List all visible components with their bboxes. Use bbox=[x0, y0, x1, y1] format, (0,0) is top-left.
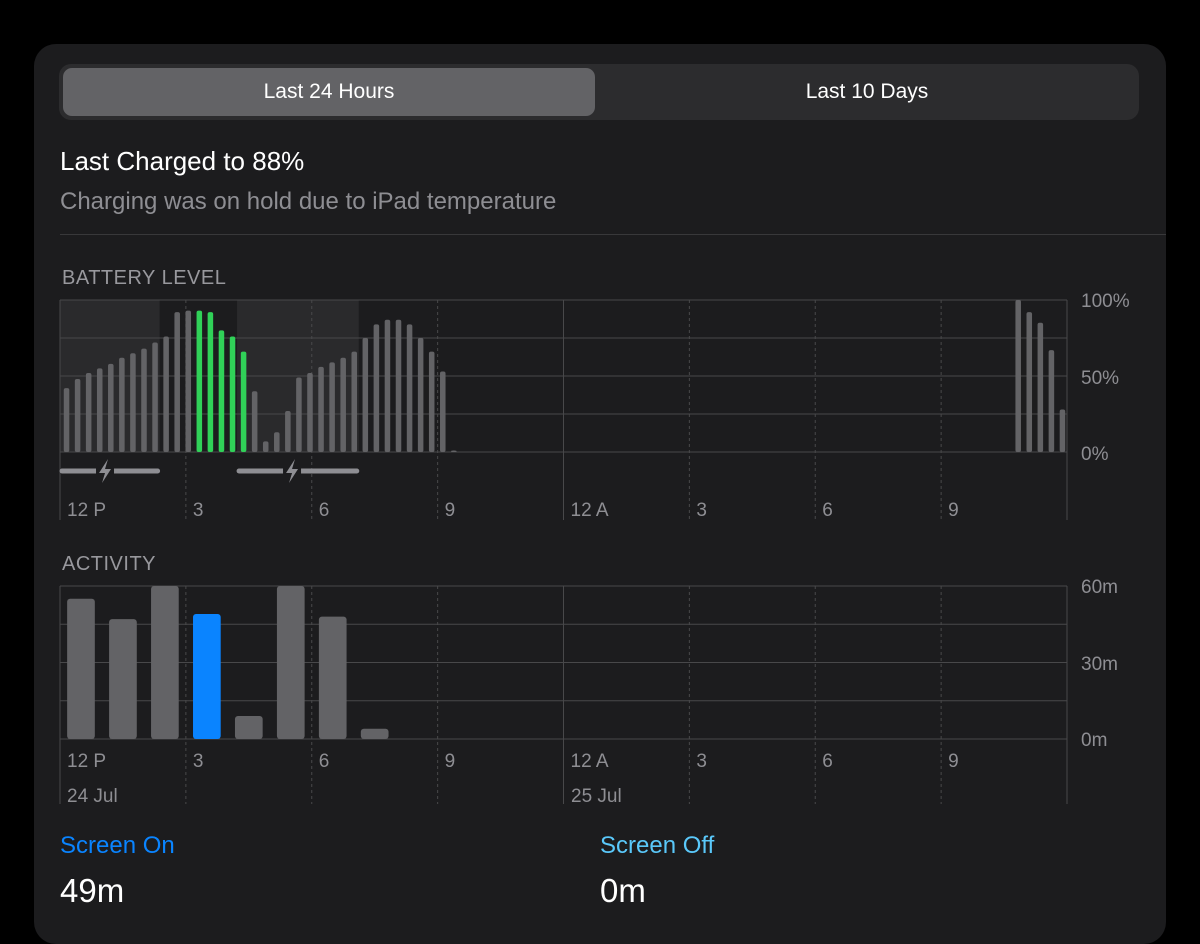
x-tick-label: 12 P bbox=[67, 500, 106, 521]
battery-bar bbox=[163, 336, 169, 452]
activity-x-ticks: 12 P 3 6 9 12 A 3 6 9 bbox=[67, 751, 959, 772]
battery-bar bbox=[274, 432, 280, 452]
battery-bar bbox=[329, 362, 335, 452]
activity-bar bbox=[193, 614, 221, 739]
x-tick-label: 12 A bbox=[571, 751, 609, 772]
battery-bar bbox=[318, 366, 324, 452]
activity-ytick-30m: 30m bbox=[1081, 654, 1118, 675]
battery-bar bbox=[218, 330, 225, 452]
battery-bar bbox=[174, 312, 180, 452]
x-tick-label: 6 bbox=[822, 751, 833, 772]
battery-level-chart: BATTERY LEVEL 100% 50% 0% 12 P 3 6 9 12 A 3 6 9 bbox=[59, 267, 1130, 521]
battery-bar bbox=[351, 351, 358, 452]
battery-bar bbox=[384, 319, 391, 452]
battery-ytick-0: 0% bbox=[1081, 444, 1109, 465]
battery-ytick-100: 100% bbox=[1081, 291, 1130, 312]
activity-bar bbox=[151, 586, 179, 739]
charging-bolt-icon bbox=[286, 459, 299, 483]
battery-bar bbox=[1026, 312, 1033, 452]
last-charged-title: Last Charged to 88% bbox=[60, 146, 305, 176]
charging-bolt-icon bbox=[99, 459, 112, 483]
battery-bar bbox=[229, 336, 236, 452]
activity-grid bbox=[59, 585, 1068, 804]
battery-bar bbox=[373, 324, 380, 452]
battery-bar bbox=[362, 338, 369, 452]
activity-ytick-60m: 60m bbox=[1081, 577, 1118, 598]
x-tick-label: 6 bbox=[319, 500, 330, 521]
battery-bar bbox=[1059, 409, 1066, 452]
screen-on-label: Screen On bbox=[60, 832, 175, 859]
activity-bar bbox=[360, 728, 389, 739]
x-tick-label: 6 bbox=[822, 500, 833, 521]
charts-canvas: BATTERY LEVEL 100% 50% 0% 12 P 3 6 9 12 A 3 6 9… bbox=[59, 267, 1130, 807]
battery-bar bbox=[296, 377, 302, 452]
battery-bar bbox=[1015, 300, 1021, 452]
activity-bar bbox=[67, 598, 95, 739]
tab-last-10-days[interactable]: Last 10 Days bbox=[805, 80, 929, 103]
screen-off-label: Screen Off bbox=[600, 832, 715, 859]
battery-bar bbox=[152, 342, 158, 452]
battery-bar bbox=[395, 319, 402, 452]
x-tick-label: 9 bbox=[948, 751, 959, 772]
battery-bar bbox=[251, 391, 258, 452]
battery-bar bbox=[108, 363, 114, 452]
battery-bar bbox=[85, 372, 92, 452]
screen-off-value: 0m bbox=[600, 872, 646, 909]
activity-ytick-0m: 0m bbox=[1081, 730, 1107, 751]
battery-x-ticks: 12 P 3 6 9 12 A 3 6 9 bbox=[67, 500, 959, 521]
tab-last-24-hours[interactable]: Last 24 Hours bbox=[63, 68, 595, 116]
date-label-24-jul: 24 Jul bbox=[67, 786, 118, 807]
activity-bar bbox=[109, 619, 137, 739]
x-tick-label: 3 bbox=[696, 751, 707, 772]
battery-bar bbox=[307, 372, 313, 452]
screen-on-value: 49m bbox=[60, 872, 125, 909]
battery-bar bbox=[417, 338, 424, 452]
battery-bar bbox=[185, 310, 192, 452]
battery-bar bbox=[130, 353, 136, 452]
activity-bar bbox=[318, 616, 347, 739]
battery-bar bbox=[1048, 350, 1055, 452]
battery-bar bbox=[141, 348, 147, 452]
battery-bar bbox=[285, 410, 291, 452]
battery-bar bbox=[119, 357, 125, 452]
battery-bar bbox=[451, 450, 457, 452]
x-tick-label: 9 bbox=[445, 500, 456, 521]
battery-bar bbox=[207, 312, 214, 452]
battery-bar bbox=[1037, 322, 1044, 452]
battery-bars bbox=[63, 300, 1066, 452]
activity-title: ACTIVITY bbox=[62, 553, 156, 575]
battery-bar bbox=[196, 310, 203, 452]
battery-bar bbox=[240, 351, 247, 452]
section-divider bbox=[60, 234, 1166, 235]
battery-bar bbox=[428, 351, 435, 452]
charging-indicators bbox=[59, 459, 360, 483]
x-tick-label: 12 A bbox=[571, 500, 609, 521]
activity-chart: ACTIVITY 60m 30m 0m 12 P 3 6 9 12 A 3 6 9 24 Ju… bbox=[59, 553, 1118, 807]
x-tick-label: 3 bbox=[696, 500, 707, 521]
battery-bar bbox=[340, 357, 346, 452]
x-tick-label: 9 bbox=[445, 751, 456, 772]
battery-bar bbox=[63, 388, 70, 452]
battery-bar bbox=[406, 324, 413, 452]
battery-bar bbox=[262, 441, 269, 452]
x-tick-label: 3 bbox=[193, 751, 204, 772]
x-tick-label: 6 bbox=[319, 751, 330, 772]
date-label-25-jul: 25 Jul bbox=[571, 786, 622, 807]
battery-bar bbox=[74, 379, 81, 452]
time-range-segmented-control: Last 24 Hours Last 10 Days bbox=[59, 64, 1139, 120]
last-charged-subtitle: Charging was on hold due to iPad tempera… bbox=[60, 188, 557, 215]
battery-bar bbox=[440, 371, 446, 452]
battery-ytick-50: 50% bbox=[1081, 368, 1119, 389]
activity-bar bbox=[276, 586, 305, 739]
battery-usage-card: Last 24 Hours Last 10 Days Last Charged … bbox=[34, 44, 1166, 944]
x-tick-label: 12 P bbox=[67, 751, 106, 772]
battery-bar bbox=[96, 368, 103, 452]
x-tick-label: 3 bbox=[193, 500, 204, 521]
activity-bar bbox=[234, 716, 263, 739]
activity-bars bbox=[67, 586, 389, 739]
battery-level-title: BATTERY LEVEL bbox=[62, 267, 226, 289]
x-tick-label: 9 bbox=[948, 500, 959, 521]
